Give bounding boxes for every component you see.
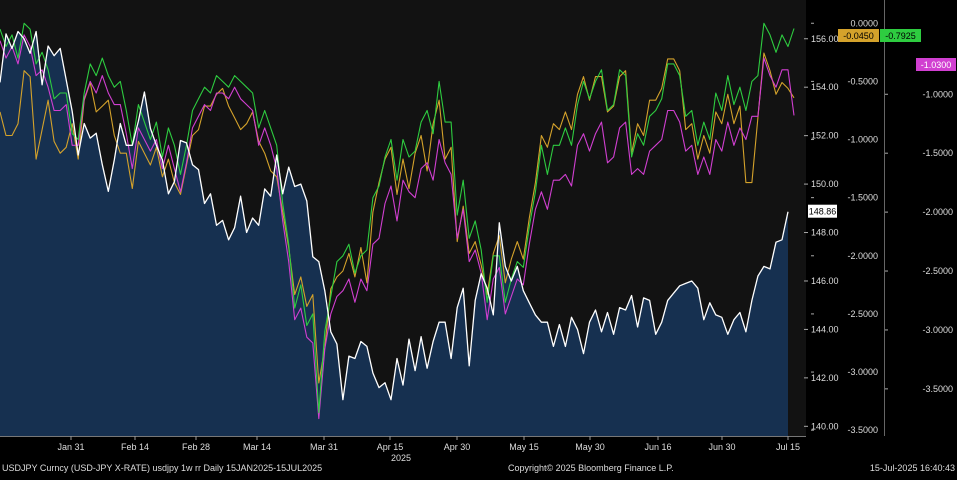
rr-orange-line (0, 52, 795, 384)
last-label-spot: 148.86 (808, 204, 837, 218)
y-tick-label-price: 144.00 (811, 324, 839, 334)
x-tick-label: Feb 14 (121, 442, 149, 452)
last-label-spot-text: 148.86 (809, 207, 837, 217)
x-year-label: 2025 (391, 453, 411, 463)
footer-right: 15-Jul-2025 16:40:43 (870, 463, 955, 473)
last-label-spot-bg (808, 204, 837, 218)
y-tick-label-rr1: -3.5000 (847, 425, 878, 435)
last-label-green-bg (838, 29, 879, 42)
y-tick-label-rr1: 0.0000 (850, 18, 878, 28)
last-label-orange: -1.0300 (916, 58, 956, 71)
y-tick-label-rr2: -1.0000 (922, 89, 953, 99)
y-tick-label-price: 156.00 (811, 34, 839, 44)
last-label-green: -0.0450 (838, 29, 879, 42)
spot-line (0, 30, 789, 401)
y-tick-label-rr1: -2.0000 (847, 251, 878, 261)
rr-magenta-line (0, 34, 795, 420)
y-tick-label-price: 140.00 (811, 421, 839, 431)
y-tick-label-rr2: -2.0000 (922, 207, 953, 217)
spot-area-fill (0, 31, 788, 436)
y-tick-label-price: 148.00 (811, 228, 839, 238)
y-tick-label-price: 154.00 (811, 82, 839, 92)
x-tick-label: Apr 15 (377, 442, 404, 452)
last-label-magenta-text: -0.7925 (885, 31, 916, 41)
x-tick-label: May 30 (575, 442, 605, 452)
y-tick-label-price: 146.00 (811, 276, 839, 286)
last-label-magenta-bg (880, 29, 921, 42)
y-tick-label-price: 150.00 (811, 179, 839, 189)
x-tick-label: May 15 (509, 442, 539, 452)
last-label-orange-text: -1.0300 (921, 60, 952, 70)
y-tick-label-rr2: -2.5000 (922, 266, 953, 276)
x-tick-label: Mar 14 (243, 442, 271, 452)
x-tick-label: Jun 30 (708, 442, 735, 452)
y-tick-label-rr2: -1.5000 (922, 148, 953, 158)
x-tick-label: Jul 15 (776, 442, 800, 452)
footer-center: Copyright© 2025 Bloomberg Finance L.P. (508, 463, 674, 473)
x-tick-label: Mar 31 (310, 442, 338, 452)
x-tick-label: Jun 16 (644, 442, 671, 452)
y-tick-label-rr1: -1.0000 (847, 135, 878, 145)
y-tick-label-price: 152.00 (811, 131, 839, 141)
y-tick-label-rr1: -2.5000 (847, 309, 878, 319)
y-tick-label-rr1: -3.0000 (847, 367, 878, 377)
last-label-magenta: -0.7925 (880, 29, 921, 42)
footer-left: USDJPY Curncy (USD-JPY X-RATE) usdjpy 1w… (2, 463, 322, 473)
y-tick-label-rr2: -3.0000 (922, 325, 953, 335)
x-tick-label: Apr 30 (444, 442, 471, 452)
y-tick-label-rr1: -1.5000 (847, 193, 878, 203)
y-tick-label-rr1: -0.5000 (847, 76, 878, 86)
last-label-green-text: -0.0450 (843, 31, 874, 41)
last-label-orange-bg (916, 58, 956, 71)
y-tick-label-rr2: -3.5000 (922, 384, 953, 394)
x-tick-label: Jan 31 (57, 442, 84, 452)
x-tick-label: Feb 28 (182, 442, 210, 452)
y-tick-label-price: 142.00 (811, 373, 839, 383)
